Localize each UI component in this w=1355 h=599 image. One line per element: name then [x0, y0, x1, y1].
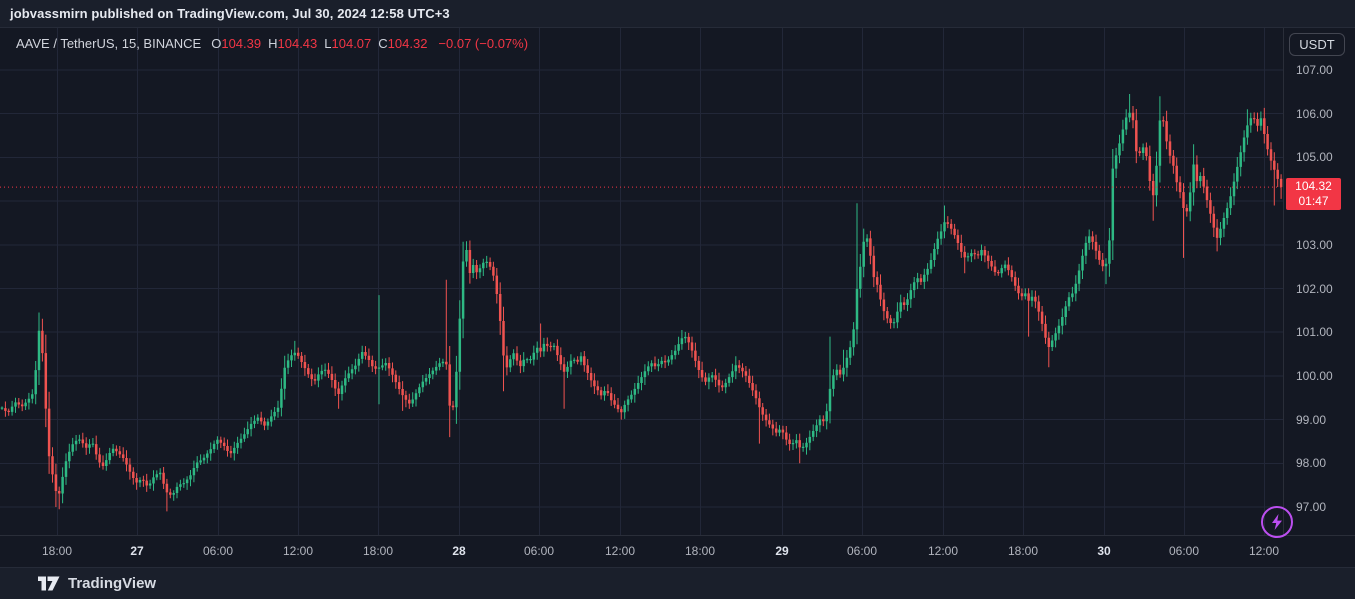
time-axis-label: 18:00: [1007, 544, 1039, 558]
price-axis-label: 101.00: [1296, 325, 1333, 340]
price-axis-label: 105.00: [1296, 150, 1333, 165]
price-axis[interactable]: 104.32 01:47 107.00106.00105.00104.00103…: [1283, 28, 1355, 535]
time-axis-label: 12:00: [282, 544, 314, 558]
boost-button[interactable]: [1261, 506, 1293, 538]
price-axis-label: 97.00: [1296, 500, 1327, 514]
up-candle-wicks: [1, 94, 1262, 504]
price-axis-label: 102.00: [1296, 281, 1333, 296]
time-axis-label: 12:00: [927, 544, 959, 558]
time-axis-label: 06:00: [523, 544, 555, 558]
time-axis-label: 06:00: [202, 544, 234, 558]
price-axis-label: 107.00: [1296, 63, 1333, 77]
symbol-title[interactable]: AAVE / TetherUS, 15, BINANCE: [16, 36, 202, 51]
footer-bar: TradingView: [0, 567, 1355, 599]
ohlc-low: L104.07: [324, 36, 372, 51]
price-axis-label: 106.00: [1296, 106, 1333, 121]
top-bar: jobvassmirn published on TradingView.com…: [0, 0, 1355, 28]
price-change: −0.07 (−0.07%): [438, 36, 529, 51]
up-candle-bodies: [0, 112, 1263, 495]
bar-countdown: 01:47: [1298, 194, 1329, 209]
ohlc-close: C104.32: [378, 36, 428, 51]
tradingview-logo-icon: [38, 576, 60, 591]
chart-pane[interactable]: AAVE / TetherUS, 15, BINANCE O104.39 H10…: [0, 28, 1283, 535]
time-axis-label: 06:00: [846, 544, 878, 558]
price-axis-label: 103.00: [1296, 237, 1333, 252]
time-axis-label: 18:00: [362, 544, 394, 558]
tradingview-logo[interactable]: TradingView: [38, 575, 156, 592]
time-axis-label: 12:00: [1248, 544, 1280, 558]
down-candle-wicks: [4, 106, 1282, 512]
price-axis-label: 100.00: [1296, 368, 1333, 383]
tradingview-logo-text: TradingView: [68, 575, 157, 592]
current-price-value: 104.32: [1295, 179, 1332, 194]
time-axis[interactable]: 18:00 27 06:00 12:00 18:00 28 06:00 12:00 18:00 2…: [0, 535, 1355, 567]
down-candle-bodies: [4, 112, 1283, 495]
time-axis-label: 18:00: [684, 544, 716, 558]
current-price-label: 104.32 01:47: [1286, 178, 1341, 211]
ohlc-high: H104.43: [268, 36, 318, 51]
attribution-text: jobvassmirn published on TradingView.com…: [10, 6, 450, 21]
time-axis-label: 29: [775, 544, 789, 558]
candlestick-canvas[interactable]: [0, 28, 1283, 535]
time-axis-label: 30: [1097, 544, 1111, 558]
lightning-icon: [1272, 514, 1282, 530]
time-axis-label: 18:00: [41, 544, 73, 558]
ohlc-open: O104.39: [211, 36, 262, 51]
price-axis-label: 99.00: [1296, 412, 1327, 427]
time-axis-label: 27: [130, 544, 144, 558]
time-axis-label: 12:00: [604, 544, 636, 558]
price-axis-label: 98.00: [1296, 456, 1327, 471]
time-axis-label: 06:00: [1168, 544, 1200, 558]
grid-lines: [0, 28, 1283, 535]
currency-toggle-button[interactable]: USDT: [1289, 33, 1345, 56]
time-axis-label: 28: [452, 544, 466, 558]
symbol-legend: AAVE / TetherUS, 15, BINANCE O104.39 H10…: [16, 36, 528, 51]
